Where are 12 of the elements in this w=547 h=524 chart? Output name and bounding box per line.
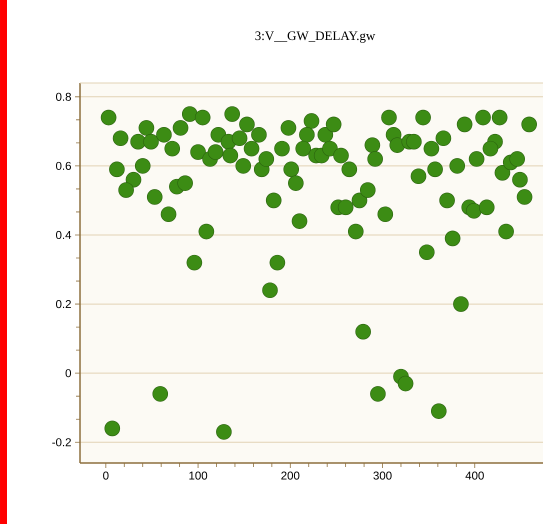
y-tick-label: 0.2 (56, 300, 71, 308)
x-tick-label: 300 (373, 472, 392, 480)
x-tick-label: 200 (281, 472, 300, 480)
y-tick-label: 0.6 (56, 162, 71, 170)
y-tick-label: -0.2 (52, 438, 71, 446)
y-tick-label: 0.8 (56, 92, 71, 101)
x-tick-label: 0 (103, 472, 109, 480)
chart-title: 3:V__GW_DELAY.gw (255, 31, 376, 43)
x-tick-label: 100 (189, 472, 208, 480)
y-tick-label: 0.4 (56, 230, 72, 240)
x-tick-label: 400 (465, 472, 484, 480)
y-tick-label: 0 (66, 369, 72, 378)
